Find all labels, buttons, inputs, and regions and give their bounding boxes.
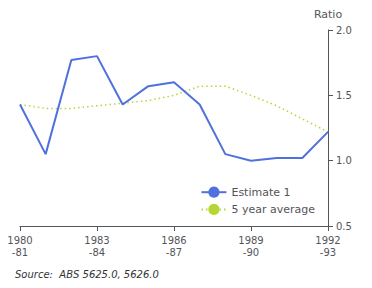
svg-text:1.0: 1.0 <box>336 155 352 166</box>
svg-text:1980: 1980 <box>7 235 32 246</box>
svg-text:1989: 1989 <box>238 235 263 246</box>
svg-text:0.5: 0.5 <box>336 221 352 232</box>
svg-text:1986: 1986 <box>161 235 186 246</box>
svg-text:-93: -93 <box>320 247 336 258</box>
svg-text:2.0: 2.0 <box>336 25 352 36</box>
svg-text:Ratio: Ratio <box>314 8 343 21</box>
svg-text:Estimate 1: Estimate 1 <box>231 186 290 199</box>
svg-text:-87: -87 <box>166 247 182 258</box>
svg-text:-90: -90 <box>243 247 259 258</box>
svg-text:-84: -84 <box>89 247 105 258</box>
svg-text:1992: 1992 <box>315 235 340 246</box>
svg-text:1.5: 1.5 <box>336 90 352 101</box>
svg-text:5 year average: 5 year average <box>231 203 315 216</box>
svg-text:-81: -81 <box>12 247 28 258</box>
svg-text:Source: ABS 5625.0, 5626.0: Source: ABS 5625.0, 5626.0 <box>15 269 159 280</box>
svg-text:1983: 1983 <box>84 235 109 246</box>
